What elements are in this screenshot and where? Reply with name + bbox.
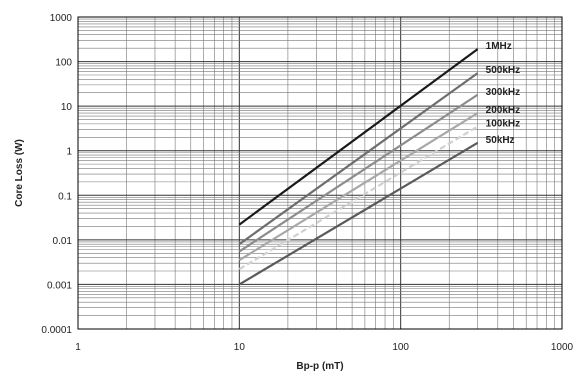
series-label-500khz: 500kHz: [486, 65, 520, 76]
y-tick-labels: 0.0001 0.001 0.01 0.1 1 10 100 1000: [41, 13, 72, 336]
series-line-1mhz: [238, 48, 479, 226]
series-line-300khz: [238, 93, 479, 253]
y-tick-label: 0.0001: [41, 325, 72, 336]
y-tick-label: 100: [55, 58, 72, 69]
series-label-50khz: 50kHz: [486, 135, 515, 146]
series-line-200khz: [238, 112, 479, 262]
series-line-50khz: [238, 141, 479, 286]
y-axis-label: Core Loss (W): [14, 139, 25, 207]
x-tick-labels: 1 10 100 1000: [75, 342, 573, 353]
series-label-100khz: 100kHz: [486, 118, 520, 129]
x-tick-label: 1: [75, 342, 81, 353]
series-line-500khz: [238, 72, 479, 246]
series-lines: [238, 48, 479, 286]
y-tick-label: 0.001: [47, 280, 72, 291]
series-label-200khz: 200kHz: [486, 105, 520, 116]
series-line-100khz: [238, 125, 479, 271]
x-tick-label: 100: [392, 342, 409, 353]
y-tick-label: 1000: [50, 13, 73, 24]
x-tick-label: 10: [234, 342, 246, 353]
plot-frame: [77, 16, 563, 330]
y-tick-label: 0.1: [58, 191, 72, 202]
series-labels: 1MHz 500kHz 300kHz 200kHz 100kHz 50kHz: [486, 41, 520, 146]
series-label-1mhz: 1MHz: [486, 41, 512, 52]
grid: [77, 17, 562, 330]
y-tick-label: 10: [61, 102, 73, 113]
x-tick-label: 1000: [551, 342, 574, 353]
y-tick-label: 1: [66, 147, 72, 158]
series-label-300khz: 300kHz: [486, 87, 520, 98]
y-tick-label: 0.01: [53, 236, 73, 247]
x-axis-label: Bp-p (mT): [296, 361, 343, 372]
